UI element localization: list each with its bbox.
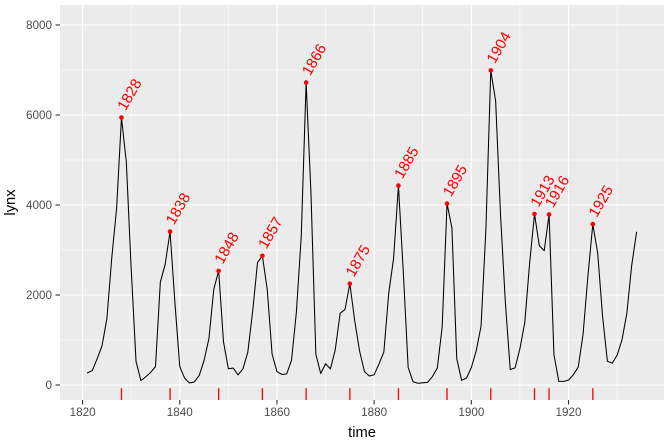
x-tick-label: 1840 bbox=[167, 406, 194, 419]
peak-point bbox=[546, 212, 552, 217]
y-tick-label: 0 bbox=[45, 379, 52, 392]
x-axis-title: time bbox=[348, 425, 376, 441]
y-axis-title: lynx bbox=[3, 189, 19, 216]
peak-point bbox=[532, 211, 537, 217]
peak-point bbox=[119, 115, 124, 120]
panel-background bbox=[60, 5, 664, 400]
x-tick-label: 1880 bbox=[361, 406, 388, 419]
axis-layer: 1820 1840 1860 1880 1900 1920 0 2000 4000 6000 800… bbox=[26, 19, 582, 419]
y-tick-label: 2000 bbox=[26, 289, 53, 302]
peak-point bbox=[216, 268, 221, 274]
peak-point bbox=[444, 201, 450, 206]
y-tick-label: 8000 bbox=[26, 19, 53, 32]
peak-point bbox=[396, 183, 401, 188]
peak-point bbox=[347, 281, 353, 287]
peak-point bbox=[488, 68, 494, 73]
series-line bbox=[86, 69, 638, 384]
x-tick-label: 1860 bbox=[264, 406, 291, 419]
peak-point bbox=[260, 253, 265, 259]
peak-point bbox=[590, 221, 596, 227]
peak-point bbox=[167, 229, 173, 234]
peak-point bbox=[303, 80, 309, 85]
y-tick-label: 6000 bbox=[26, 109, 53, 122]
y-tick-label: 4000 bbox=[26, 199, 53, 212]
x-tick-label: 1900 bbox=[458, 406, 485, 419]
x-tick-label: 1920 bbox=[556, 406, 583, 419]
x-tick-label: 1820 bbox=[70, 406, 97, 419]
